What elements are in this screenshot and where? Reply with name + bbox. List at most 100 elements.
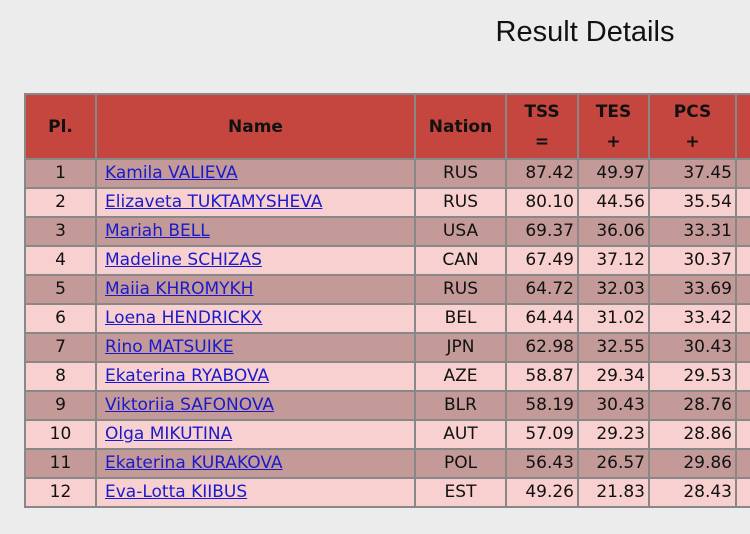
cell: 64.72 bbox=[505, 274, 579, 305]
cell: 28.76 bbox=[648, 390, 737, 421]
cell: BEL bbox=[414, 303, 507, 334]
skater-link[interactable]: Rino MATSUIKE bbox=[105, 337, 234, 357]
result-row: 1 Kamila VALIEVA RUS 87.42 49.97 37.45 bbox=[24, 158, 750, 189]
column-header: Name bbox=[95, 93, 416, 160]
cell: Loena HENDRICKX bbox=[95, 303, 416, 334]
cell: 11 bbox=[24, 448, 97, 479]
cell: 29.53 bbox=[648, 361, 737, 392]
cell: 29.86 bbox=[648, 448, 737, 479]
cell: 6 bbox=[24, 303, 97, 334]
result-row: 9 Viktoriia SAFONOVA BLR 58.19 30.43 28.76 bbox=[24, 390, 750, 421]
cell bbox=[735, 361, 750, 392]
header-label: TSS bbox=[524, 101, 560, 122]
cell: 80.10 bbox=[505, 187, 579, 218]
skater-link[interactable]: Ekaterina RYABOVA bbox=[105, 366, 270, 386]
header-label: PCS bbox=[673, 101, 712, 122]
cell bbox=[735, 448, 750, 479]
result-row: 8 Ekaterina RYABOVA AZE 58.87 29.34 29.53 bbox=[24, 361, 750, 392]
cell: Maiia KHROMYKH bbox=[95, 274, 416, 305]
skater-link[interactable]: Kamila VALIEVA bbox=[105, 163, 238, 183]
cell: Madeline SCHIZAS bbox=[95, 245, 416, 276]
header-label: Pl. bbox=[48, 116, 73, 137]
cell: 37.12 bbox=[577, 245, 650, 276]
cell: 8 bbox=[24, 361, 97, 392]
result-row: 10 Olga MIKUTINA AUT 57.09 29.23 28.86 bbox=[24, 419, 750, 450]
cell bbox=[735, 245, 750, 276]
cell: Ekaterina RYABOVA bbox=[95, 361, 416, 392]
result-row: 2 Elizaveta TUKTAMYSHEVA RUS 80.10 44.56 35.5… bbox=[24, 187, 750, 218]
cell: 30.43 bbox=[577, 390, 650, 421]
result-row: 3 Mariah BELL USA 69.37 36.06 33.31 bbox=[24, 216, 750, 247]
skater-link[interactable]: Viktoriia SAFONOVA bbox=[105, 395, 275, 415]
cell bbox=[735, 419, 750, 450]
cell: 29.34 bbox=[577, 361, 650, 392]
result-row: 6 Loena HENDRICKX BEL 64.44 31.02 33.42 bbox=[24, 303, 750, 334]
cell: 5 bbox=[24, 274, 97, 305]
cell bbox=[735, 303, 750, 334]
skater-link[interactable]: Olga MIKUTINA bbox=[105, 424, 233, 444]
cell: 31.02 bbox=[577, 303, 650, 334]
cell: AUT bbox=[414, 419, 507, 450]
result-row: 11 Ekaterina KURAKOVA POL 56.43 26.57 29.86 bbox=[24, 448, 750, 479]
result-row: 5 Maiia KHROMYKH RUS 64.72 32.03 33.69 bbox=[24, 274, 750, 305]
column-header: Nation bbox=[414, 93, 507, 160]
cell: 32.03 bbox=[577, 274, 650, 305]
cell: 26.57 bbox=[577, 448, 650, 479]
header-label: TES bbox=[595, 101, 632, 122]
result-row: 12 Eva-Lotta KIIBUS EST 49.26 21.83 28.43 bbox=[24, 477, 750, 508]
cell: RUS bbox=[414, 158, 507, 189]
cell: 49.97 bbox=[577, 158, 650, 189]
cell: AZE bbox=[414, 361, 507, 392]
cell: 69.37 bbox=[505, 216, 579, 247]
cell: 58.87 bbox=[505, 361, 579, 392]
cell bbox=[735, 158, 750, 189]
header-symbol: + bbox=[685, 131, 700, 152]
cell: 37.45 bbox=[648, 158, 737, 189]
cell: Ekaterina KURAKOVA bbox=[95, 448, 416, 479]
skater-link[interactable]: Ekaterina KURAKOVA bbox=[105, 453, 283, 473]
cell: Kamila VALIEVA bbox=[95, 158, 416, 189]
header-symbol: = bbox=[534, 131, 550, 152]
header-symbol: + bbox=[606, 131, 621, 152]
cell: RUS bbox=[414, 187, 507, 218]
cell: 21.83 bbox=[577, 477, 650, 508]
cell bbox=[735, 187, 750, 218]
cell: 1 bbox=[24, 158, 97, 189]
skater-link[interactable]: Madeline SCHIZAS bbox=[105, 250, 262, 270]
cell: 64.44 bbox=[505, 303, 579, 334]
cell: Elizaveta TUKTAMYSHEVA bbox=[95, 187, 416, 218]
cell bbox=[735, 390, 750, 421]
cell: 58.19 bbox=[505, 390, 579, 421]
cell: EST bbox=[414, 477, 507, 508]
cell: 4 bbox=[24, 245, 97, 276]
column-header: TES + bbox=[577, 93, 650, 160]
cell: 35.54 bbox=[648, 187, 737, 218]
cell: RUS bbox=[414, 274, 507, 305]
cell: USA bbox=[414, 216, 507, 247]
cell: 32.55 bbox=[577, 332, 650, 363]
skater-link[interactable]: Elizaveta TUKTAMYSHEVA bbox=[105, 192, 323, 212]
cell: CAN bbox=[414, 245, 507, 276]
column-header: PCS + bbox=[648, 93, 737, 160]
page-title: Result Details bbox=[495, 16, 675, 48]
cell: JPN bbox=[414, 332, 507, 363]
cell: 30.43 bbox=[648, 332, 737, 363]
cell bbox=[735, 216, 750, 247]
cell: 44.56 bbox=[577, 187, 650, 218]
cell: 9 bbox=[24, 390, 97, 421]
skater-link[interactable]: Eva-Lotta KIIBUS bbox=[105, 482, 248, 502]
cell: 67.49 bbox=[505, 245, 579, 276]
column-header: TSS = bbox=[505, 93, 579, 160]
skater-link[interactable]: Loena HENDRICKX bbox=[105, 308, 263, 328]
cell: 33.42 bbox=[648, 303, 737, 334]
cell: 62.98 bbox=[505, 332, 579, 363]
cell: 12 bbox=[24, 477, 97, 508]
cell: 56.43 bbox=[505, 448, 579, 479]
cell bbox=[735, 332, 750, 363]
column-header: Pl. bbox=[24, 93, 97, 160]
result-row: 7 Rino MATSUIKE JPN 62.98 32.55 30.43 bbox=[24, 332, 750, 363]
cell: POL bbox=[414, 448, 507, 479]
skater-link[interactable]: Maiia KHROMYKH bbox=[105, 279, 254, 299]
skater-link[interactable]: Mariah BELL bbox=[105, 221, 210, 241]
